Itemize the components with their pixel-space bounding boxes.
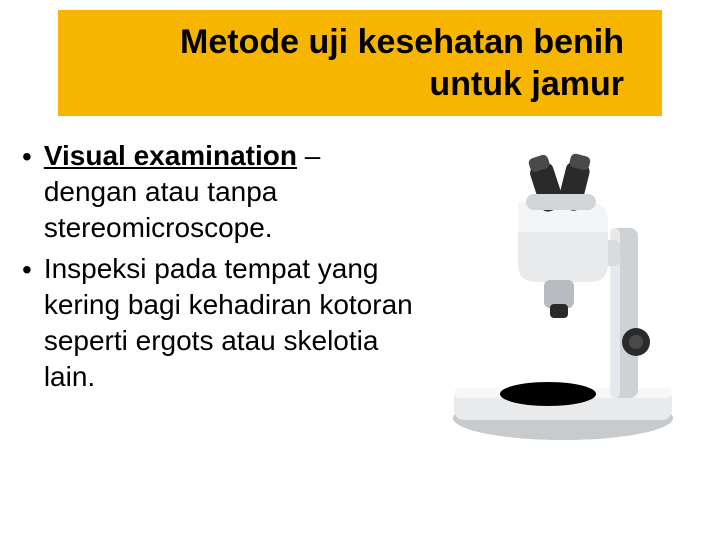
list-item: • Inspeksi pada tempat yang kering bagi … <box>22 251 420 394</box>
microscope-icon <box>440 132 686 442</box>
bullet-text-2: Inspeksi pada tempat yang kering bagi ke… <box>44 251 420 394</box>
title-line-1: Metode uji kesehatan benih <box>180 21 624 64</box>
list-item: • Visual examination – dengan atau tanpa… <box>22 138 420 245</box>
bullet-list: • Visual examination – dengan atau tanpa… <box>22 138 420 401</box>
bullet-icon: • <box>22 252 32 287</box>
title-bar: Metode uji kesehatan benih untuk jamur <box>58 10 662 116</box>
title-line-2: untuk jamur <box>429 63 624 106</box>
bullet-text-1: Visual examination – dengan atau tanpa s… <box>44 138 420 245</box>
microscope-illustration <box>440 132 686 442</box>
emphasized-term: Visual examination <box>44 140 297 171</box>
bullet-icon: • <box>22 139 32 174</box>
